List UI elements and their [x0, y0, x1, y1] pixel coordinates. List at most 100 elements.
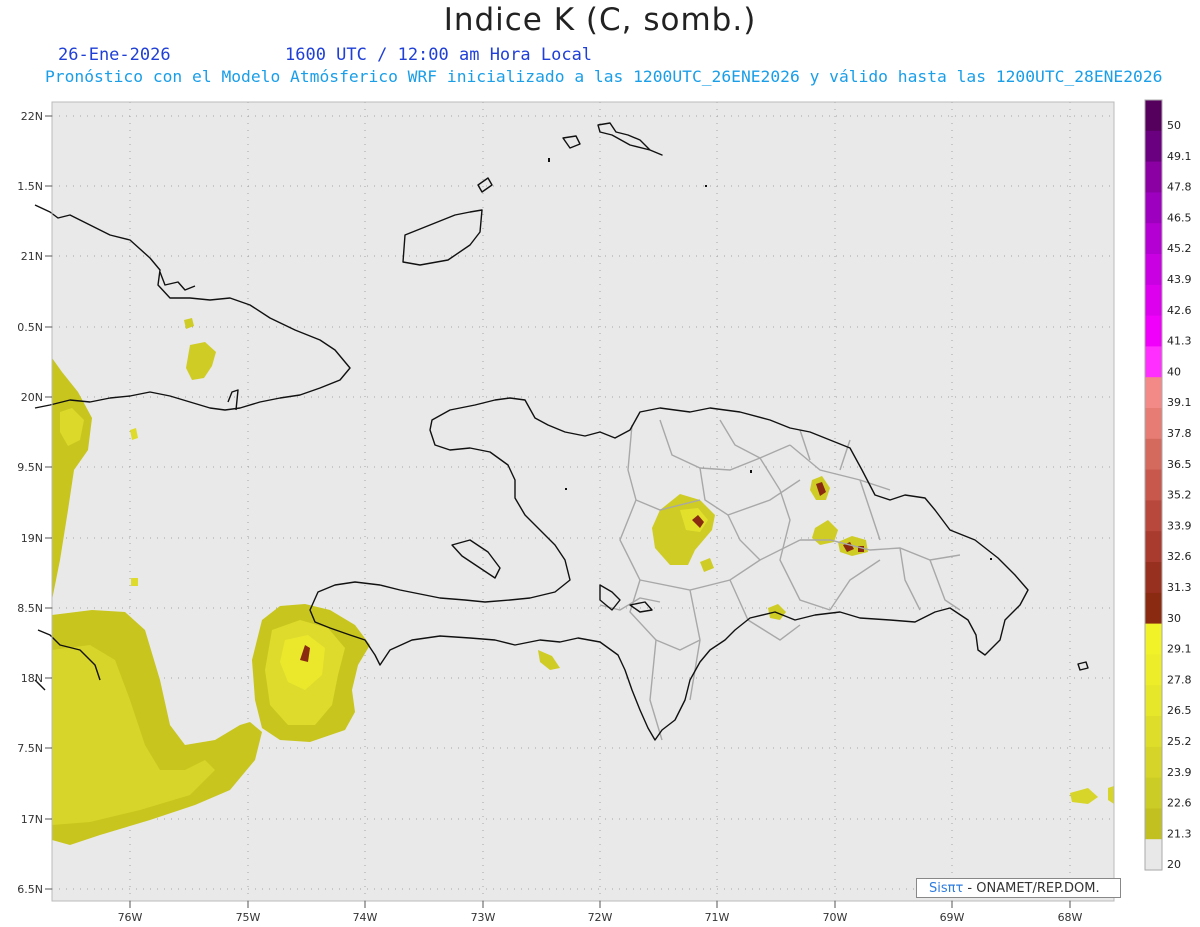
colorbar-swatch — [1145, 592, 1162, 625]
colorbar-label: 32.6 — [1167, 550, 1192, 563]
colorbar-label: 26.5 — [1167, 704, 1192, 717]
shade-southeast-island — [1070, 788, 1098, 804]
shade-southwest-inner — [52, 645, 215, 825]
colorbar-swatch — [1145, 408, 1162, 440]
colorbar-label: 40 — [1167, 365, 1181, 378]
colorbar-label: 39.1 — [1167, 396, 1192, 409]
coastlines — [34, 122, 1089, 741]
lat-label: 8.5N — [17, 602, 43, 615]
province-borders — [599, 419, 961, 741]
lat-labels: 22N 1.5N 21N 0.5N 20N 9.5N 19N 8.5N 18N … — [17, 110, 43, 896]
shade-dr-north-core — [816, 482, 826, 496]
colorbar-frame — [1144, 99, 1163, 871]
colorbar-label: 23.9 — [1167, 766, 1192, 779]
credit-org: - ONAMET/REP.DOM. — [963, 881, 1100, 896]
colorbar-label: 45.2 — [1167, 242, 1192, 255]
colorbar-label: 49.1 — [1167, 150, 1192, 163]
small-islands — [548, 158, 992, 560]
colorbar-label: 41.3 — [1167, 335, 1192, 348]
lat-label: 22N — [21, 110, 43, 123]
lat-label: 18N — [21, 672, 43, 685]
colorbar-swatch — [1145, 346, 1162, 378]
colorbar-label: 30 — [1167, 612, 1181, 625]
colorbar-swatch — [1145, 685, 1162, 717]
lat-label: 21N — [21, 250, 43, 263]
colorbar-swatch — [1145, 777, 1162, 809]
shade-dr-center — [812, 520, 838, 545]
colorbar-swatch — [1145, 100, 1162, 132]
colorbar-label: 29.1 — [1167, 643, 1192, 656]
colorbar-swatch — [1145, 746, 1162, 779]
map-frame — [51, 101, 1115, 902]
lat-label: 7.5N — [17, 742, 43, 755]
cuba-coast — [34, 204, 351, 411]
colorbar-label: 36.5 — [1167, 458, 1192, 471]
lat-label: 6.5N — [17, 883, 43, 896]
colorbar-swatch — [1145, 315, 1162, 347]
lat-label: 19N — [21, 532, 43, 545]
colorbar-swatch — [1145, 839, 1162, 871]
lat-label: 20N — [21, 391, 43, 404]
colorbar-swatch — [1145, 192, 1162, 224]
colorbar-swatch — [1145, 531, 1162, 563]
shade-haiti-tip-core — [280, 635, 325, 690]
colorbar-swatch — [1145, 161, 1162, 193]
shade-cuba-blob — [186, 342, 216, 380]
colorbar-label: 21.3 — [1167, 827, 1192, 840]
colorbar-swatch — [1145, 438, 1162, 471]
colorbar-label: 27.8 — [1167, 673, 1192, 686]
colorbar-label: 43.9 — [1167, 273, 1192, 286]
lon-labels: 76W 75W 74W 73W 72W 71W 70W 69W 68W — [118, 911, 1083, 924]
colorbar-label: 22.6 — [1167, 797, 1192, 810]
shade-dr-west-core — [692, 515, 704, 528]
grid-lines — [52, 102, 1114, 901]
colorbar-swatch — [1145, 130, 1162, 163]
colorbar-label: 35.2 — [1167, 489, 1192, 502]
lon-label: 75W — [236, 911, 261, 924]
colorbar-label: 33.9 — [1167, 519, 1192, 532]
colorbar-swatch — [1145, 284, 1162, 317]
colorbar: 50 49.1 47.8 46.5 45.2 43.9 42.6 41.3 40 39.1 37.8… — [1144, 99, 1192, 871]
colorbar-label: 46.5 — [1167, 211, 1192, 224]
lat-label: 9.5N — [17, 461, 43, 474]
shade-left-coast-inner — [60, 408, 84, 446]
colorbar-swatch — [1145, 654, 1162, 686]
lat-label: 0.5N — [17, 321, 43, 334]
shade-left-dot2 — [131, 578, 138, 586]
colorbar-swatch — [1145, 623, 1162, 655]
credit-box: Sisπτ - ONAMET/REP.DOM. — [916, 878, 1121, 898]
colorbar-swatch — [1145, 808, 1162, 840]
shade-dr-south — [768, 604, 786, 620]
lon-label: 74W — [353, 911, 378, 924]
axis-ticks — [45, 115, 1071, 908]
forecast-description: Pronóstico con el Modelo Atmósferico WRF… — [45, 67, 1163, 86]
colorbar-swatch — [1145, 716, 1162, 748]
lon-label: 76W — [118, 911, 143, 924]
colorbar-label: 50 — [1167, 119, 1181, 132]
colorbar-label: 42.6 — [1167, 304, 1192, 317]
hispaniola-coast — [309, 397, 1029, 741]
shade-southeast-edge — [1108, 786, 1114, 804]
page-title: Indice K (C, somb.) — [443, 2, 757, 38]
shade-cuba-dot — [184, 318, 194, 329]
colorbar-label: 47.8 — [1167, 181, 1192, 194]
credit-brand: Sisπτ — [929, 881, 964, 896]
forecast-date: 26-Ene-2026 — [58, 45, 171, 65]
colorbar-swatch — [1145, 254, 1162, 286]
colorbar-label: 20 — [1167, 858, 1181, 871]
lon-label: 70W — [823, 911, 848, 924]
shade-haiti-tip-max — [300, 645, 310, 662]
lon-label: 69W — [940, 911, 965, 924]
colorbar-label: 25.2 — [1167, 735, 1192, 748]
colorbar-swatch — [1145, 500, 1162, 532]
lon-label: 68W — [1058, 911, 1083, 924]
k-index-shading — [52, 318, 1114, 845]
colorbar-swatch — [1145, 223, 1162, 255]
colorbar-label: 37.8 — [1167, 427, 1192, 440]
lon-label: 71W — [705, 911, 730, 924]
shade-left-dot — [130, 428, 138, 440]
colorbar-swatch — [1145, 469, 1162, 501]
shade-gonave — [538, 650, 560, 670]
colorbar-label: 31.3 — [1167, 581, 1192, 594]
lat-label: 17N — [21, 813, 43, 826]
